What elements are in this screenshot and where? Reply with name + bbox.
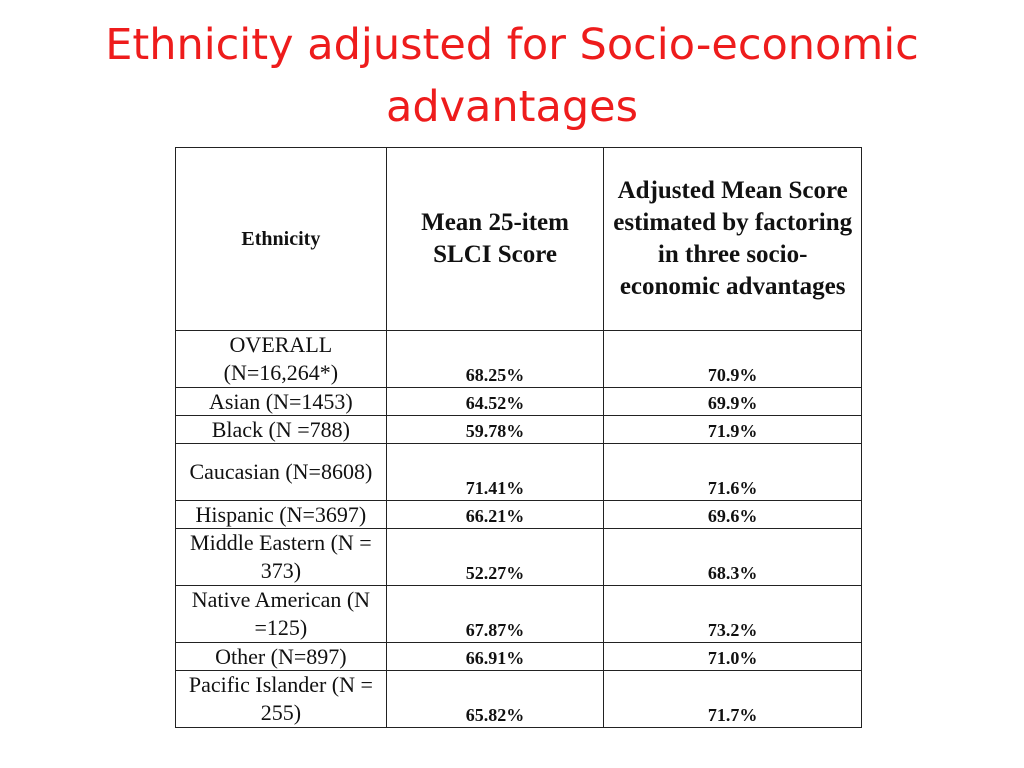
- slide-title-line-1: Ethnicity adjusted for Socio-economic: [105, 20, 919, 70]
- adjusted-score-cell: 70.9%: [603, 330, 862, 388]
- mean-score-cell: 52.27%: [385, 528, 605, 586]
- mean-score-cell: 59.78%: [385, 415, 605, 444]
- ethnicity-cell: Other (N=897): [175, 642, 387, 671]
- mean-score-cell: 68.25%: [385, 330, 605, 388]
- ethnicity-cell: Native American (N =125): [175, 585, 387, 643]
- ethnicity-cell: Black (N =788): [175, 415, 387, 444]
- table-row: Black (N =788) 59.78% 71.9%: [175, 415, 862, 444]
- mean-score-cell: 66.21%: [385, 500, 605, 529]
- ethnicity-cell: Asian (N=1453): [175, 387, 387, 416]
- ethnicity-cell: Middle Eastern (N = 373): [175, 528, 387, 586]
- header-mean-score: Mean 25-item SLCI Score: [385, 147, 605, 331]
- slide-title: Ethnicity adjusted for Socio-economic ad…: [0, 14, 1024, 138]
- ethnicity-cell: Caucasian (N=8608): [175, 443, 387, 501]
- table-header-row: Ethnicity Mean 25-item SLCI Score Adjust…: [175, 147, 862, 331]
- table-row: Middle Eastern (N = 373) 52.27% 68.3%: [175, 528, 862, 586]
- mean-score-cell: 67.87%: [385, 585, 605, 643]
- ethnicity-cell: OVERALL (N=16,264*): [175, 330, 387, 388]
- table-row: Pacific Islander (N = 255) 65.82% 71.7%: [175, 670, 862, 728]
- mean-score-cell: 71.41%: [385, 443, 605, 501]
- mean-score-cell: 64.52%: [385, 387, 605, 416]
- mean-score-cell: 65.82%: [385, 670, 605, 728]
- table-row: OVERALL (N=16,264*) 68.25% 70.9%: [175, 330, 862, 388]
- header-ethnicity: Ethnicity: [175, 147, 387, 331]
- adjusted-score-cell: 69.9%: [603, 387, 862, 416]
- adjusted-score-cell: 71.9%: [603, 415, 862, 444]
- ethnicity-score-table: Ethnicity Mean 25-item SLCI Score Adjust…: [175, 147, 862, 728]
- ethnicity-cell: Hispanic (N=3697): [175, 500, 387, 529]
- table-row: Asian (N=1453) 64.52% 69.9%: [175, 387, 862, 416]
- table-row: Caucasian (N=8608) 71.41% 71.6%: [175, 443, 862, 501]
- table-row: Other (N=897) 66.91% 71.0%: [175, 642, 862, 671]
- adjusted-score-cell: 71.7%: [603, 670, 862, 728]
- table-row: Hispanic (N=3697) 66.21% 69.6%: [175, 500, 862, 529]
- slide-title-line-2: advantages: [385, 82, 639, 132]
- adjusted-score-cell: 73.2%: [603, 585, 862, 643]
- adjusted-score-cell: 71.6%: [603, 443, 862, 501]
- table-row: Native American (N =125) 67.87% 73.2%: [175, 585, 862, 643]
- adjusted-score-cell: 68.3%: [603, 528, 862, 586]
- adjusted-score-cell: 71.0%: [603, 642, 862, 671]
- adjusted-score-cell: 69.6%: [603, 500, 862, 529]
- mean-score-cell: 66.91%: [385, 642, 605, 671]
- header-adjusted-mean-score: Adjusted Mean Score estimated by factori…: [603, 147, 862, 331]
- ethnicity-cell: Pacific Islander (N = 255): [175, 670, 387, 728]
